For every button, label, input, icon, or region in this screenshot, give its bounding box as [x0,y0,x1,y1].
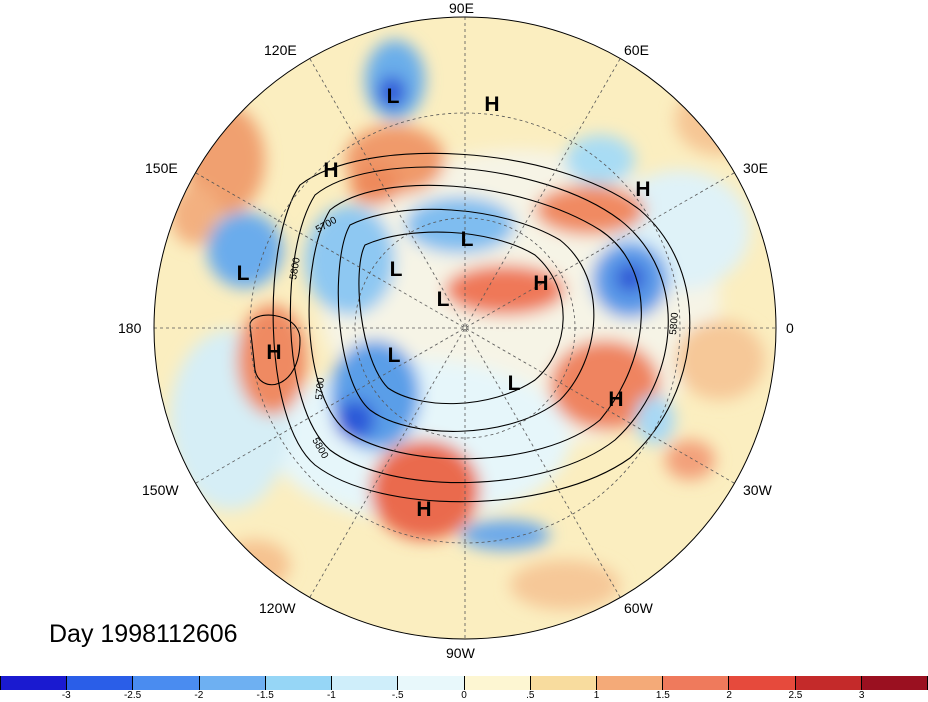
lon-label-0: 0 [786,320,794,336]
colorbar-cell [861,676,928,690]
lon-label-150e: 150E [145,160,178,176]
colorbar-tick-label: -.5 [391,690,404,701]
colorbar-tick-label: -1.5 [256,690,274,701]
colorbar-cell [398,676,465,690]
colorbar-cell [663,676,730,690]
pressure-center-group: L H H L H L H L L H L H L H [237,85,651,521]
colorbar-cell [332,676,399,690]
pressure-center-h: H [323,159,338,182]
polar-map: 5700 5800 5700 5800 5800 L H H L H L H L… [153,16,777,640]
pressure-center-l: L [388,344,401,367]
pressure-center-l: L [237,262,250,285]
lon-label-180: 180 [118,320,142,336]
colorbar-tick-label: 2 [726,690,732,701]
colorbar-cell [265,676,333,690]
colorbar-cell [795,676,862,690]
colorbar-tick-label: 1 [593,690,600,701]
colorbar-tick-label: -3 [61,690,71,701]
colorbar-tick-label: -1 [326,690,336,701]
colorbar-tick-label: 2.5 [788,690,803,701]
lon-label-30e: 30E [743,160,768,176]
lon-label-60w: 60W [624,600,653,616]
anomaly-field [154,17,776,639]
pressure-center-l: L [508,372,521,395]
colorbar-cell [0,676,68,690]
colorbar-tick-label: 3 [858,690,865,701]
colorbar-cell [729,676,796,690]
pressure-center-h: H [533,272,548,295]
colorbar-cell [464,676,531,690]
contour-label: 5800 [668,312,681,336]
colorbar-tick-label: -2.5 [123,690,142,701]
pressure-center-h: H [635,178,650,201]
geopotential-contours [249,152,691,503]
pressure-center-h: H [608,388,623,411]
lon-label-120e: 120E [264,42,297,58]
contour-label: 5700 [314,377,327,401]
pressure-center-l: L [387,85,400,108]
colorbar-tick-label: 1.5 [655,690,670,701]
lon-label-120w: 120W [259,600,296,616]
pressure-center-l: L [461,228,474,251]
colorbar-cell [596,676,664,690]
lon-label-30w: 30W [743,482,772,498]
lon-label-90w: 90W [446,645,475,661]
colorbar-cell [133,676,200,690]
lon-label-60e: 60E [624,42,649,58]
colorbar-tick-label: 0 [461,690,467,701]
colorbar-cell [530,676,597,690]
pressure-center-l: L [437,288,450,311]
map-title: Day 1998112606 [49,620,238,648]
contour-label: 5800 [288,256,303,280]
lon-label-90e: 90E [449,0,474,16]
colorbar-cell [199,676,266,690]
pressure-center-l: L [390,258,403,281]
colorbar-tick-label: .5 [526,690,535,701]
pressure-center-h: H [266,341,281,364]
pressure-center-h: H [416,498,431,521]
pressure-center-h: H [484,93,499,116]
lon-label-150w: 150W [142,482,179,498]
graticule [154,17,776,639]
map-boundary [153,16,777,640]
colorbar-tick-label: -2 [194,690,204,701]
colorbar [0,676,928,690]
colorbar-cell [67,676,134,690]
